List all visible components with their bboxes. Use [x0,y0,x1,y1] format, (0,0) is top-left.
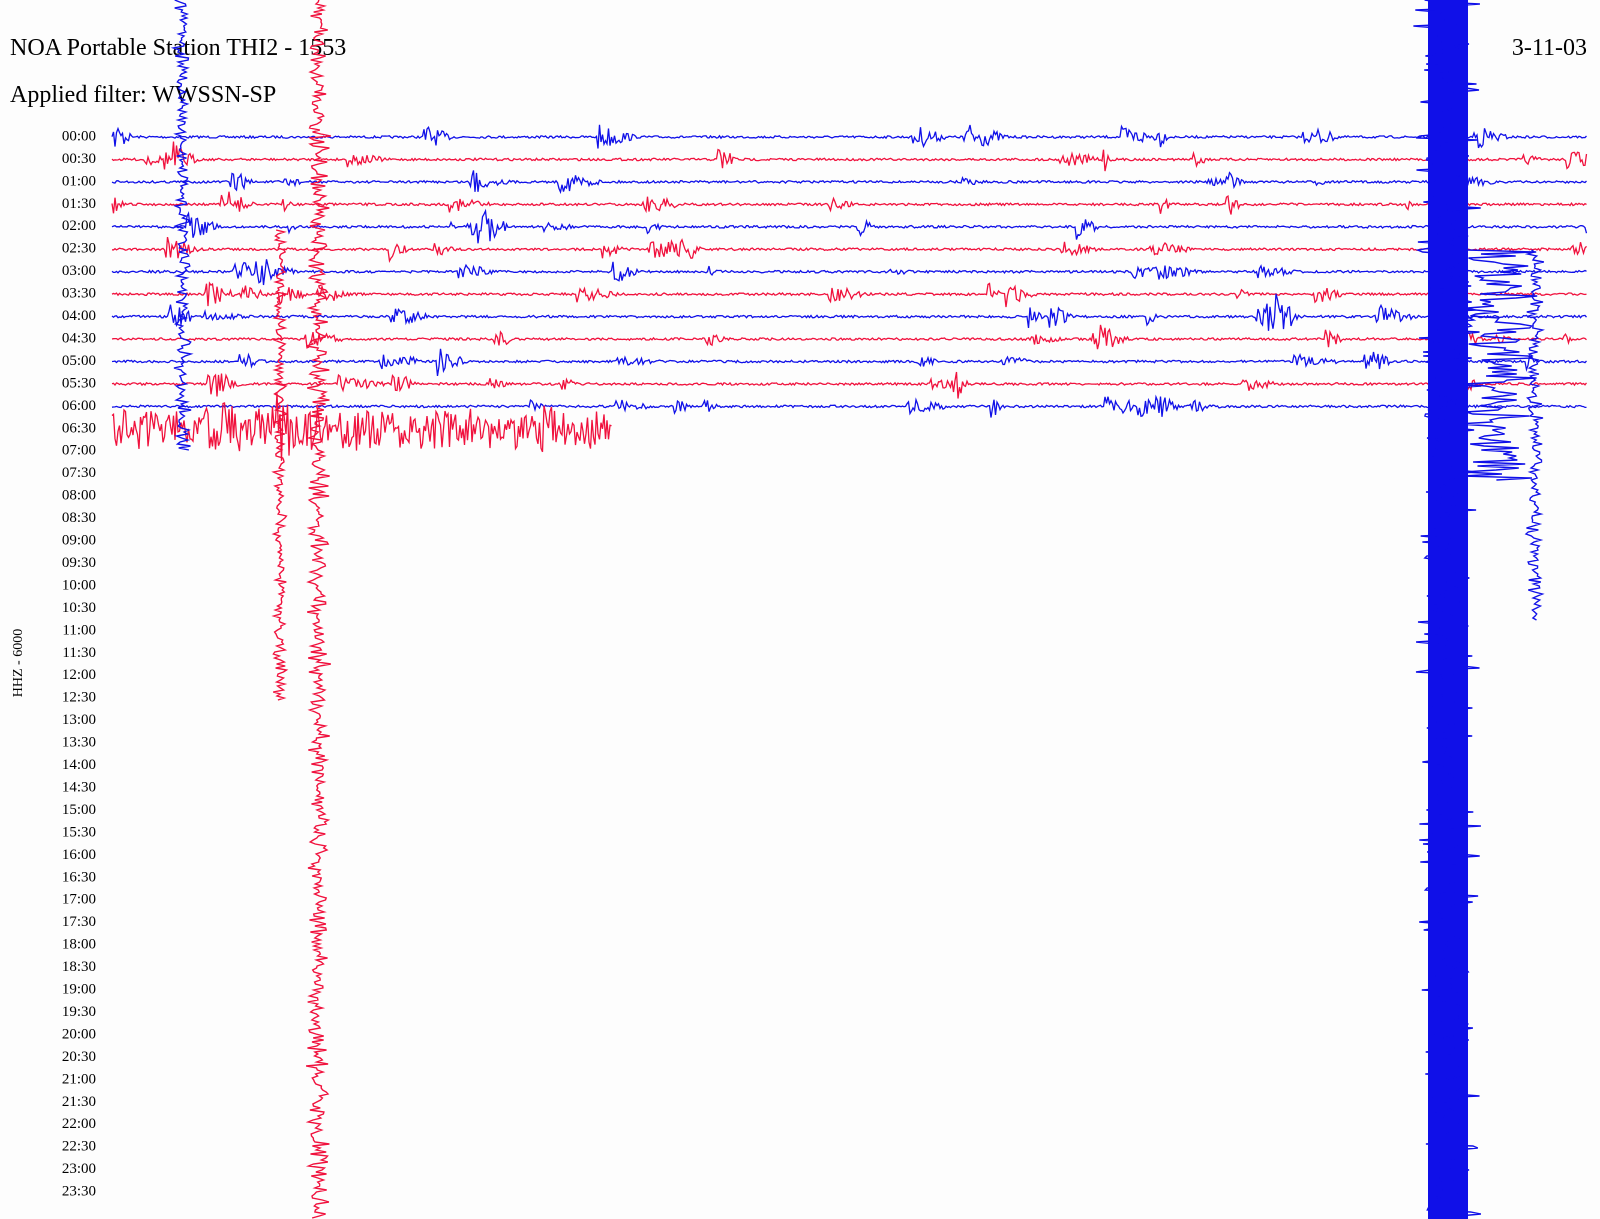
time-label: 16:00 [62,847,96,863]
time-label: 13:30 [62,735,96,751]
trace [111,393,612,461]
trace [111,394,1587,418]
time-label: 03:30 [62,286,96,302]
time-label: 09:00 [62,533,96,549]
time-label: 21:00 [62,1071,96,1087]
time-label: 18:00 [62,937,96,953]
time-label: 14:00 [62,757,96,773]
time-label: 01:30 [62,196,96,212]
time-label: 05:00 [62,353,96,369]
time-label: 00:00 [62,128,96,144]
time-label: 02:30 [62,241,96,257]
time-label: 22:00 [62,1116,96,1132]
trace [111,208,1588,244]
time-label: 15:00 [62,802,96,818]
trace [111,371,1588,399]
filter-label: Applied filter: WWSSN-SP [10,82,276,108]
time-label: 23:30 [62,1184,96,1200]
time-label: 06:00 [62,398,96,414]
trace [111,170,1587,195]
time-label: 00:30 [62,151,96,167]
trace [111,281,1587,308]
trace [111,141,1588,172]
time-label: 06:30 [62,420,96,436]
time-label: 04:00 [62,308,96,324]
event [305,0,331,1219]
time-label: 04:30 [62,330,96,346]
trace [111,348,1587,377]
trace [111,293,1587,331]
time-label: 11:30 [62,645,96,661]
time-label: 20:00 [62,1026,96,1042]
traces [111,124,1588,461]
time-label: 15:30 [62,824,96,840]
trace [111,124,1587,149]
time-label: 16:30 [62,869,96,885]
event [1524,249,1546,621]
event [170,0,194,451]
time-label: 14:30 [62,779,96,795]
time-label: 18:30 [62,959,96,975]
time-label: 02:00 [62,218,96,234]
event [271,229,289,701]
time-label: 07:30 [62,465,96,481]
time-label: 19:30 [62,1004,96,1020]
large-events [170,0,1546,1219]
time-label: 08:30 [62,510,96,526]
time-label: 10:00 [62,577,96,593]
trace [111,259,1587,286]
event [1456,249,1538,481]
time-label: 10:30 [62,600,96,616]
time-label: 09:30 [62,555,96,571]
trace [111,324,1587,352]
time-label: 21:30 [62,1094,96,1110]
event [1413,0,1482,1219]
time-label: 20:30 [62,1049,96,1065]
y-axis-label: HHZ - 6000 [11,629,26,697]
time-label: 22:30 [62,1139,96,1155]
time-label: 01:00 [62,173,96,189]
time-label: 19:00 [62,982,96,998]
time-label: 17:30 [62,914,96,930]
time-label: 12:00 [62,667,96,683]
time-label: 23:00 [62,1161,96,1177]
time-label: 07:00 [62,443,96,459]
date-label: 3-11-03 [1512,35,1587,61]
trace [111,191,1587,215]
time-label: 08:00 [62,488,96,504]
time-label: 13:00 [62,712,96,728]
time-label: 12:30 [62,690,96,706]
time-label: 17:00 [62,892,96,908]
time-labels: 00:00 00:30 01:00 01:30 02:00 02:30 03:00 03:30… [62,128,96,1199]
time-label: 03:00 [62,263,96,279]
time-label: 05:30 [62,375,96,391]
trace [111,236,1587,263]
time-label: 11:00 [62,622,96,638]
